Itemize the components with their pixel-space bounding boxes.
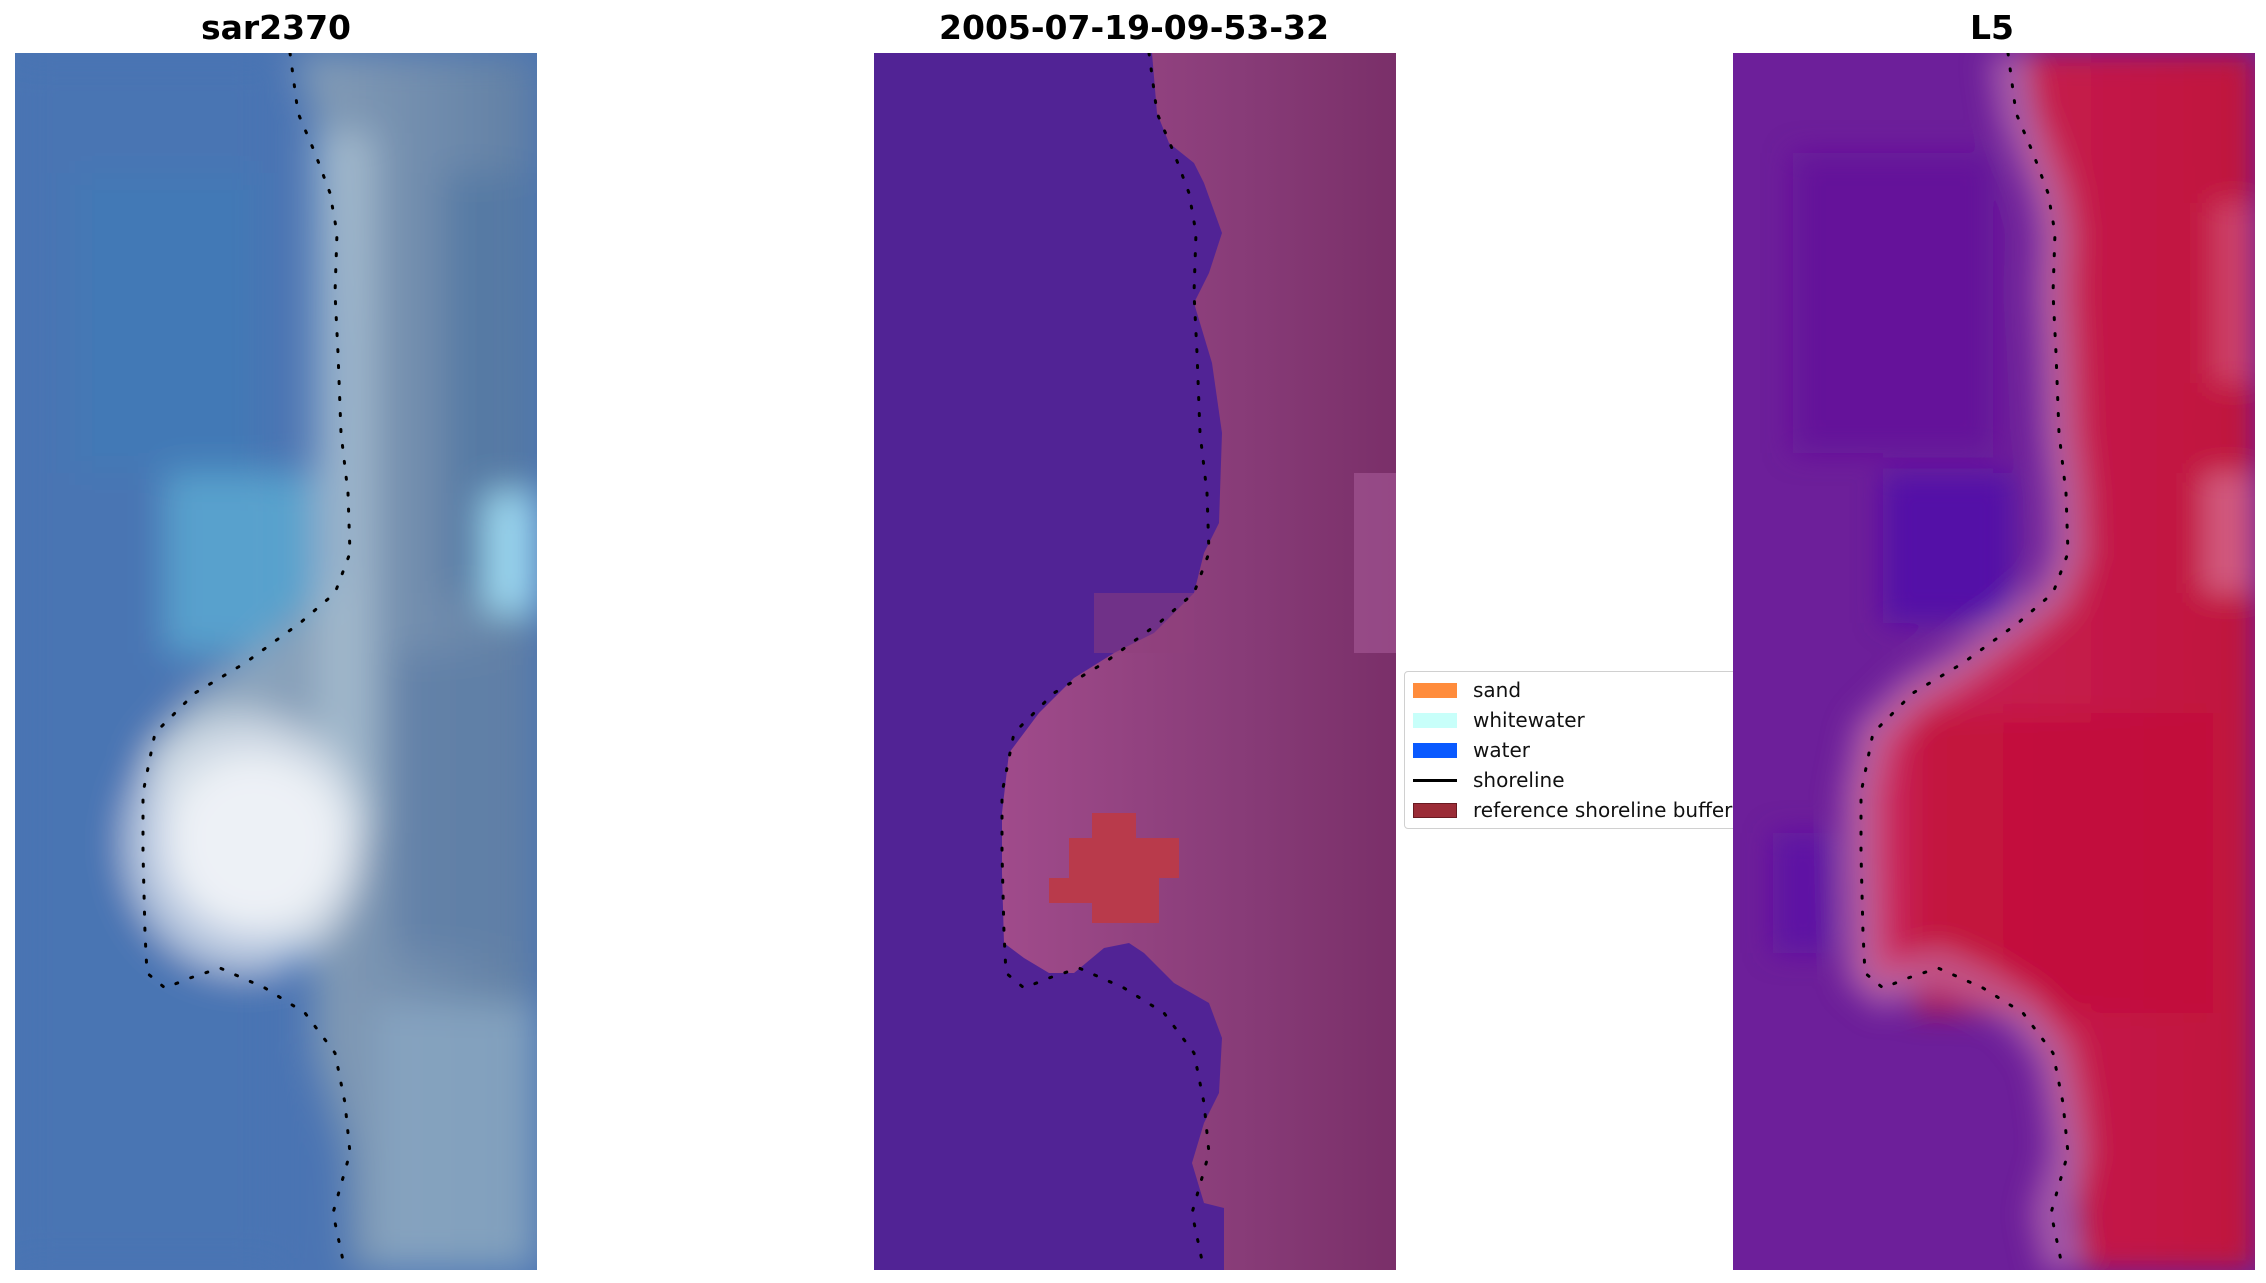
shoreline-line-swatch: [1413, 778, 1457, 782]
water-swatch: [1413, 742, 1457, 758]
index-image-panel: [1733, 53, 2255, 1270]
whitewater-swatch: [1413, 712, 1457, 728]
legend-item-shoreline: shoreline: [1413, 766, 1565, 794]
shoreline-overlay: [141, 53, 352, 1270]
legend-item-sand: sand: [1413, 676, 1521, 704]
legend-item-water: water: [1413, 736, 1530, 764]
legend-label: shoreline: [1473, 768, 1565, 792]
rgb-image-panel: [15, 53, 537, 1270]
legend-label: water: [1473, 738, 1530, 762]
legend-label: whitewater: [1473, 708, 1585, 732]
land-region: [1002, 53, 1396, 1270]
legend-label: sand: [1473, 678, 1522, 702]
classified-image: [874, 53, 1396, 1270]
legend: sand whitewater water shoreline referenc…: [1404, 671, 1784, 829]
sand-swatch: [1413, 682, 1457, 698]
legend-item-reference-buffer: reference shoreline buffer: [1413, 796, 1732, 824]
shoreline-overlay: [1000, 53, 1211, 1270]
reference-buffer-patch: [1049, 813, 1179, 923]
legend-item-whitewater: whitewater: [1413, 706, 1585, 734]
index-image: [1733, 53, 2255, 1270]
reference-buffer-swatch: [1413, 802, 1457, 818]
rgb-image: [15, 53, 537, 1270]
panel-title-date: 2005-07-19-09-53-32: [939, 8, 1329, 47]
classified-image-panel: [874, 53, 1396, 1270]
panel-title-sar2370: sar2370: [200, 8, 352, 47]
legend-label: reference shoreline buffer: [1473, 798, 1733, 822]
shoreline-overlay: [1859, 53, 2070, 1270]
panel-title-l5: L5: [1970, 8, 2014, 47]
